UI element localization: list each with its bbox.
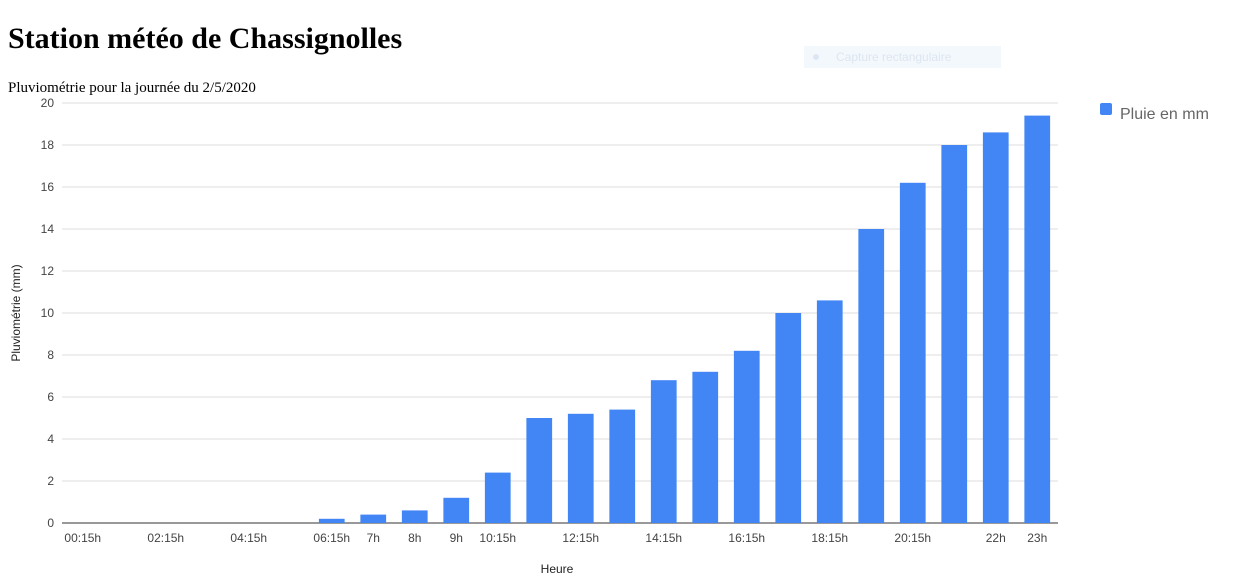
bar (318, 518, 345, 523)
x-tick-label: 02:15h (147, 531, 184, 545)
bar (443, 497, 470, 523)
legend-label: Pluie en mm (1120, 106, 1209, 123)
x-tick-label: 16:15h (728, 531, 765, 545)
y-tick-label: 14 (41, 222, 55, 236)
bar (401, 510, 428, 523)
subtitle: Pluviométrie pour la journée du 2/5/2020 (8, 80, 256, 96)
bar (858, 229, 885, 523)
x-tick-label: 8h (408, 531, 421, 545)
y-tick-label: 6 (47, 390, 54, 404)
bar (775, 313, 802, 523)
y-tick-label: 2 (47, 474, 54, 488)
bar (567, 413, 594, 523)
x-tick-label: 04:15h (230, 531, 267, 545)
overlay-text: Capture rectangulaire (836, 50, 952, 64)
bar (733, 350, 760, 523)
y-tick-label: 18 (41, 138, 55, 152)
bar (650, 380, 677, 523)
y-tick-label: 10 (41, 306, 55, 320)
x-tick-label: 23h (1027, 531, 1047, 545)
y-tick-label: 4 (47, 432, 54, 446)
bar (899, 182, 926, 524)
x-tick-label: 00:15h (64, 531, 101, 545)
y-tick-label: 8 (47, 348, 54, 362)
x-tick-label: 18:15h (811, 531, 848, 545)
overlay-icon (813, 54, 819, 60)
y-tick-label: 12 (41, 264, 55, 278)
x-tick-label: 9h (450, 531, 463, 545)
page-title: Station météo de Chassignolles (8, 22, 402, 55)
bar (816, 300, 843, 523)
x-tick-label: 06:15h (313, 531, 350, 545)
bar (1024, 115, 1051, 523)
y-tick-label: 16 (41, 180, 55, 194)
bar (941, 145, 968, 523)
bar (484, 472, 511, 523)
x-tick-label: 10:15h (479, 531, 516, 545)
bar (982, 132, 1009, 523)
bar (360, 514, 387, 523)
x-tick-label: 7h (367, 531, 380, 545)
legend-swatch (1100, 103, 1112, 115)
overlay-box (804, 46, 1001, 68)
x-tick-label: 14:15h (645, 531, 682, 545)
x-tick-label: 22h (986, 531, 1006, 545)
y-axis-title: Pluviométrie (mm) (9, 264, 23, 361)
bar (692, 371, 719, 523)
x-tick-label: 20:15h (894, 531, 931, 545)
x-tick-label: 12:15h (562, 531, 599, 545)
bar (526, 418, 553, 523)
y-tick-label: 0 (47, 516, 54, 530)
y-tick-label: 20 (41, 96, 55, 110)
x-axis-title: Heure (541, 562, 574, 576)
bar (609, 409, 636, 523)
